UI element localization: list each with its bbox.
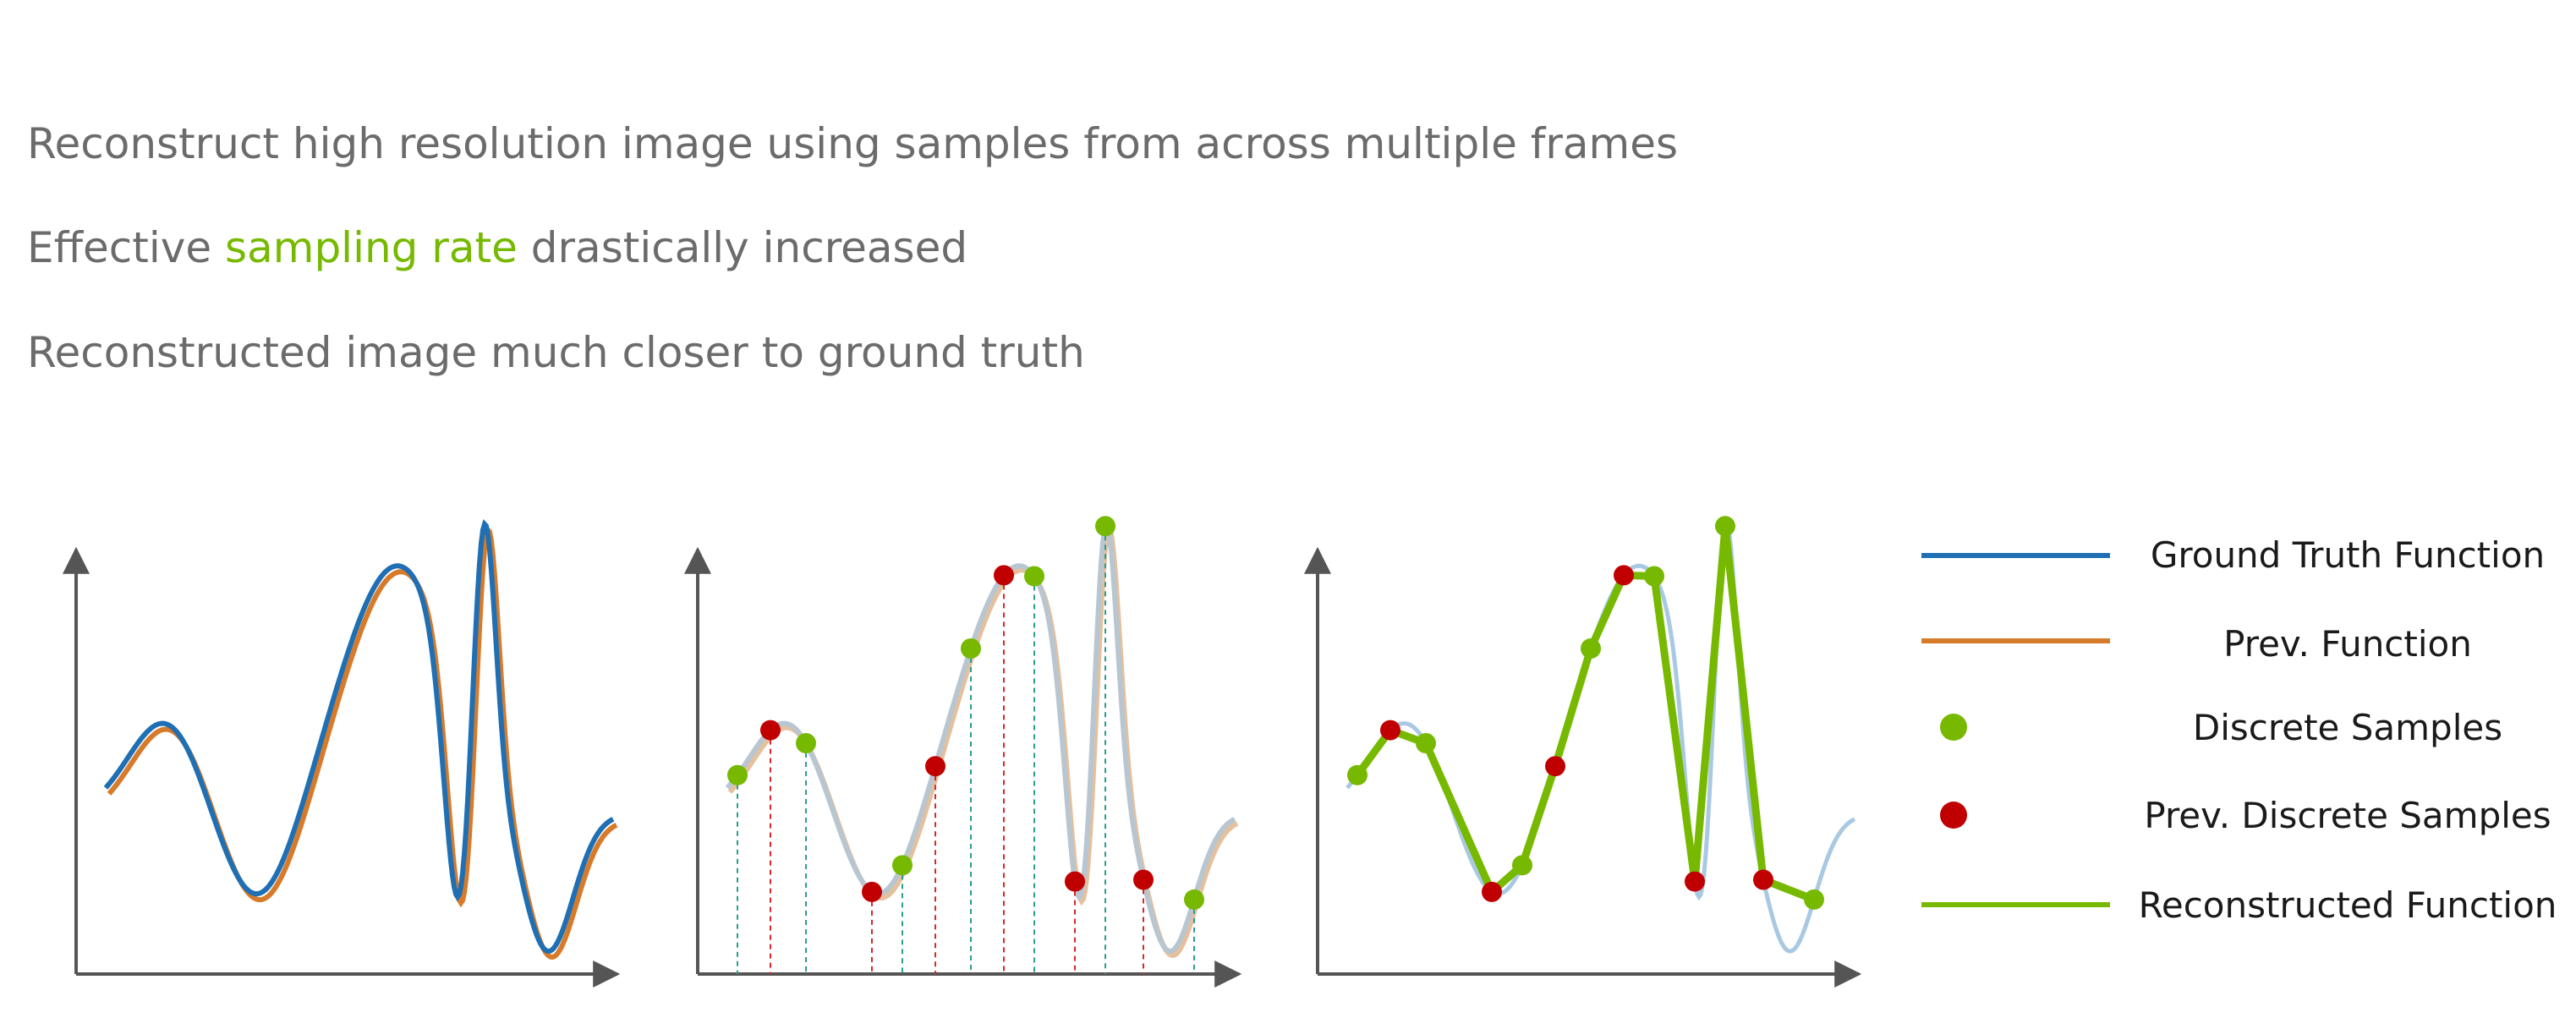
legend-label-prev-function: Prev. Function <box>2223 623 2472 665</box>
discrete-sample-dot <box>892 855 913 876</box>
ground-truth-curve <box>103 519 615 955</box>
prev-discrete-sample-dot <box>1065 871 1085 892</box>
prev-discrete-sample-dot <box>1685 871 1705 892</box>
prev-discrete-sample-dot <box>1482 881 1502 902</box>
discrete-sample-dot <box>1512 855 1532 876</box>
prev-discrete-sample-dot <box>1614 565 1634 586</box>
legend-swatch-discrete-sample <box>1940 714 1967 741</box>
discrete-sample-dot <box>1416 732 1436 753</box>
panel-samples <box>684 516 1242 988</box>
panel-reconstruction <box>1304 516 1862 988</box>
discrete-sample-dot <box>1715 516 1735 537</box>
prev-discrete-sample-dot <box>1380 720 1400 741</box>
discrete-sample-dot <box>1095 516 1115 537</box>
prev-discrete-sample-dot <box>994 565 1014 586</box>
legend-label-ground-truth: Ground Truth Function <box>2150 534 2546 576</box>
discrete-sample-dot <box>1644 566 1664 587</box>
discrete-sample-dot <box>1184 889 1204 910</box>
discrete-sample-dot <box>961 638 981 659</box>
reconstructed-function-line <box>1354 522 1816 904</box>
discrete-sample-dot <box>1804 889 1824 910</box>
legend-label-discrete-samples: Discrete Samples <box>2192 707 2503 748</box>
ground-truth-curve-faint <box>725 519 1236 955</box>
legend-label-reconstructed: Reconstructed Function <box>2138 884 2557 926</box>
discrete-sample-dot <box>1347 764 1367 785</box>
panel-ground-truth-vs-prev <box>63 519 621 988</box>
bullet-text-before: Effective <box>27 223 226 272</box>
prev-discrete-sample-dot <box>862 881 882 902</box>
legend-label-prev-discrete-samples: Prev. Discrete Samples <box>2144 795 2551 836</box>
bullet-text-after: drastically increased <box>517 223 968 272</box>
bullet-closer-to-truth: Reconstructed image much closer to groun… <box>27 328 1085 377</box>
highlight-sampling-rate: sampling rate <box>225 223 518 272</box>
discrete-sample-dot <box>727 764 748 785</box>
prev-discrete-sample-dot <box>1545 756 1565 777</box>
bullet-sampling-rate: Effective sampling rate drastically incr… <box>27 227 967 269</box>
legend <box>1921 553 2110 907</box>
legend-swatch-prev-discrete-sample <box>1940 802 1967 829</box>
bullet-reconstruct: Reconstruct high resolution image using … <box>27 119 1679 168</box>
discrete-sample-dot <box>1581 638 1601 659</box>
prev-discrete-sample-dot <box>1753 869 1773 890</box>
discrete-sample-dot <box>796 732 816 753</box>
prev-discrete-sample-dot <box>1133 869 1154 890</box>
discrete-sample-dot <box>1024 566 1044 587</box>
prev-discrete-sample-dot <box>925 756 945 777</box>
prev-discrete-sample-dot <box>760 720 781 741</box>
